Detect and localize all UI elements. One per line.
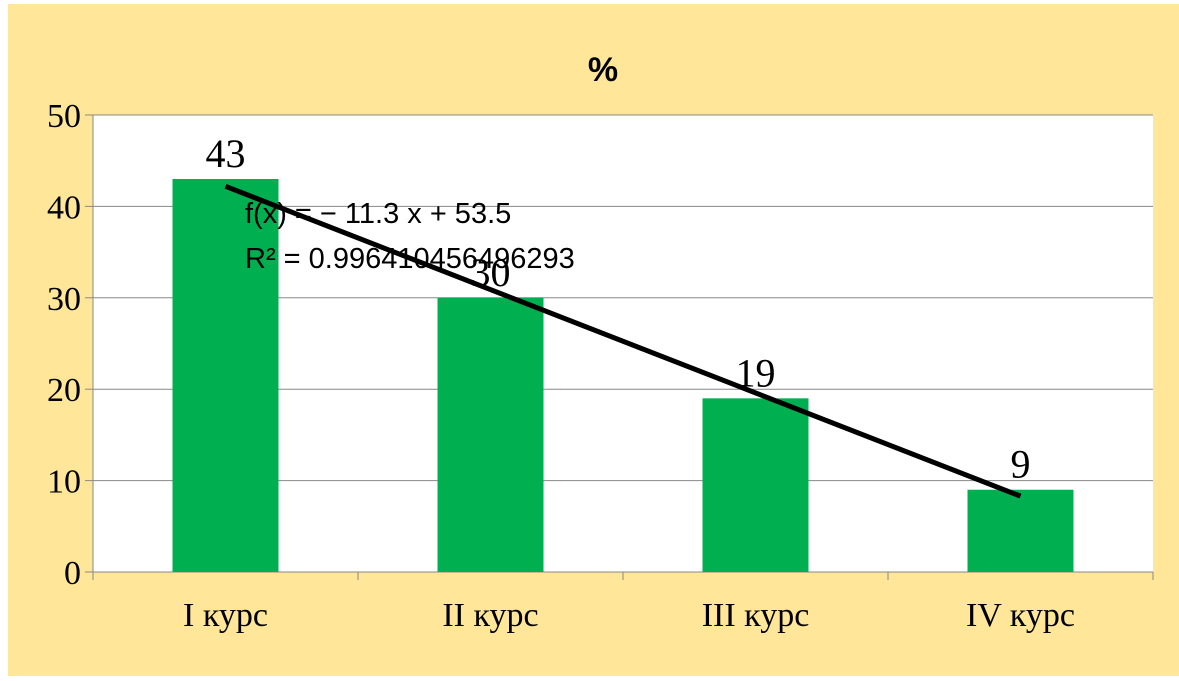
category-label: I курс — [183, 597, 268, 634]
y-tick-label: 20 — [47, 372, 81, 409]
y-tick-label: 50 — [47, 98, 81, 135]
trendline — [224, 183, 1022, 499]
trendline-group — [224, 183, 1022, 499]
y-tick-label: 0 — [64, 555, 81, 592]
trendline-equation-group: f(x) = − 11.3 x + 53.5 R² = 0.9964104564… — [245, 198, 575, 275]
y-tick-label: 30 — [47, 281, 81, 318]
chart-container: % 0 10 20 30 40 50 I курс II курс III курс IV кур… — [8, 4, 1179, 676]
bar-1 — [172, 178, 279, 573]
category-label: II курс — [442, 597, 538, 634]
data-label: 9 — [1011, 442, 1031, 487]
data-label: 43 — [206, 131, 246, 176]
bar-3 — [702, 398, 809, 572]
category-label: IV курс — [966, 597, 1075, 634]
trendline-r-squared: R² = 0.996410456496293 — [245, 243, 575, 275]
category-label: III курс — [702, 597, 810, 634]
bars — [172, 178, 1074, 573]
bar-4 — [967, 489, 1074, 572]
bar-chart: % 0 10 20 30 40 50 I курс II курс III курс IV кур… — [8, 4, 1179, 676]
chart-title: % — [588, 51, 618, 89]
y-tick-label: 10 — [47, 464, 81, 501]
axes: 0 10 20 30 40 50 I курс II курс III курс IV курс — [47, 98, 1154, 634]
y-tick-label: 40 — [47, 189, 81, 226]
trendline-equation: f(x) = − 11.3 x + 53.5 — [245, 198, 511, 230]
bar-2 — [437, 297, 544, 572]
